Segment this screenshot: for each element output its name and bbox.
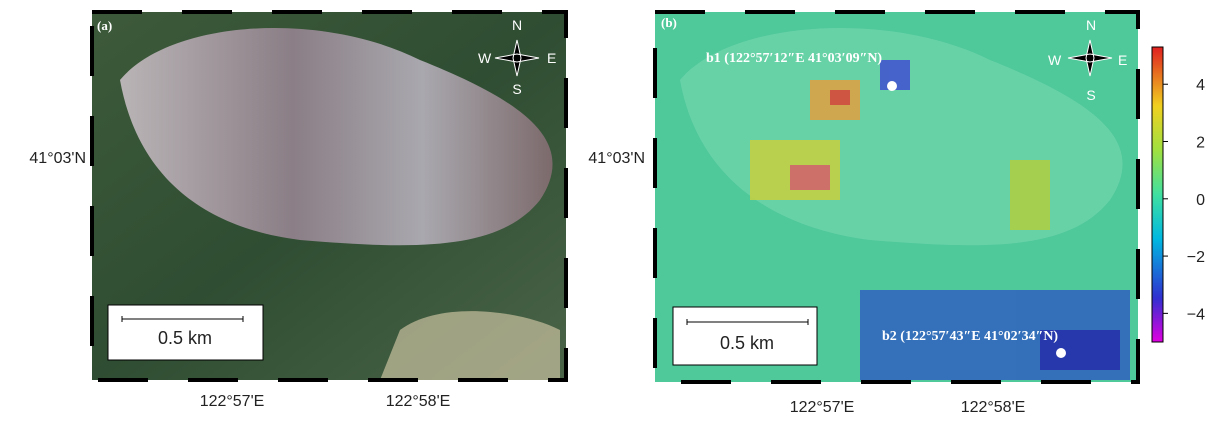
panel-a: (a) 0.5 km N S E W 41°03'N 122°57'E 122°… [29, 12, 566, 410]
point-b1 [887, 81, 897, 91]
colorbar-tick-label: 4 [1196, 77, 1205, 94]
lat-label: 41°03'N [29, 150, 86, 167]
lon-label: 122°58'E [961, 399, 1026, 416]
scale-label: 0.5 km [158, 328, 212, 348]
compass-s: S [1086, 87, 1095, 103]
point-b2 [1056, 348, 1066, 358]
compass-e: E [547, 50, 556, 66]
lon-label: 122°58'E [386, 393, 451, 410]
point-label: b2 (122°57′43″E 41°02′34″N) [882, 329, 1058, 344]
figure: (a) 0.5 km N S E W 41°03'N 122°57'E 122°… [0, 0, 1220, 418]
compass-w: W [1048, 52, 1062, 68]
colorbar-tick-label: −4 [1187, 306, 1205, 323]
lat-label: 41°03'N [588, 150, 645, 167]
compass-e: E [1118, 52, 1127, 68]
colorbar-tick-label: 0 [1196, 192, 1205, 209]
panel-label: (a) [97, 18, 112, 33]
lon-label: 122°57'E [790, 399, 855, 416]
panel-label: (b) [661, 15, 677, 30]
compass-s: S [512, 81, 521, 97]
panel-b: (b) b1 (122°57′12″E 41°03′09″N) b2 (122°… [588, 12, 1138, 416]
point-label: b1 (122°57′12″E 41°03′09″N) [706, 51, 882, 66]
colorbar: −4 −2 0 2 4 [1152, 47, 1205, 342]
colorbar-scale [1152, 47, 1163, 342]
lon-label: 122°57'E [200, 393, 265, 410]
colorbar-tick-label: −2 [1187, 249, 1205, 266]
scale-label: 0.5 km [720, 333, 774, 353]
compass-n: N [1086, 17, 1096, 33]
compass-w: W [478, 50, 492, 66]
colorbar-tick-label: 2 [1196, 135, 1205, 152]
compass-n: N [512, 17, 522, 33]
